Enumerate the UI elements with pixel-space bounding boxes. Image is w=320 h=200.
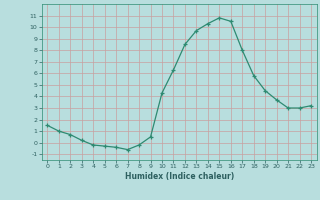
X-axis label: Humidex (Indice chaleur): Humidex (Indice chaleur) (124, 172, 234, 181)
